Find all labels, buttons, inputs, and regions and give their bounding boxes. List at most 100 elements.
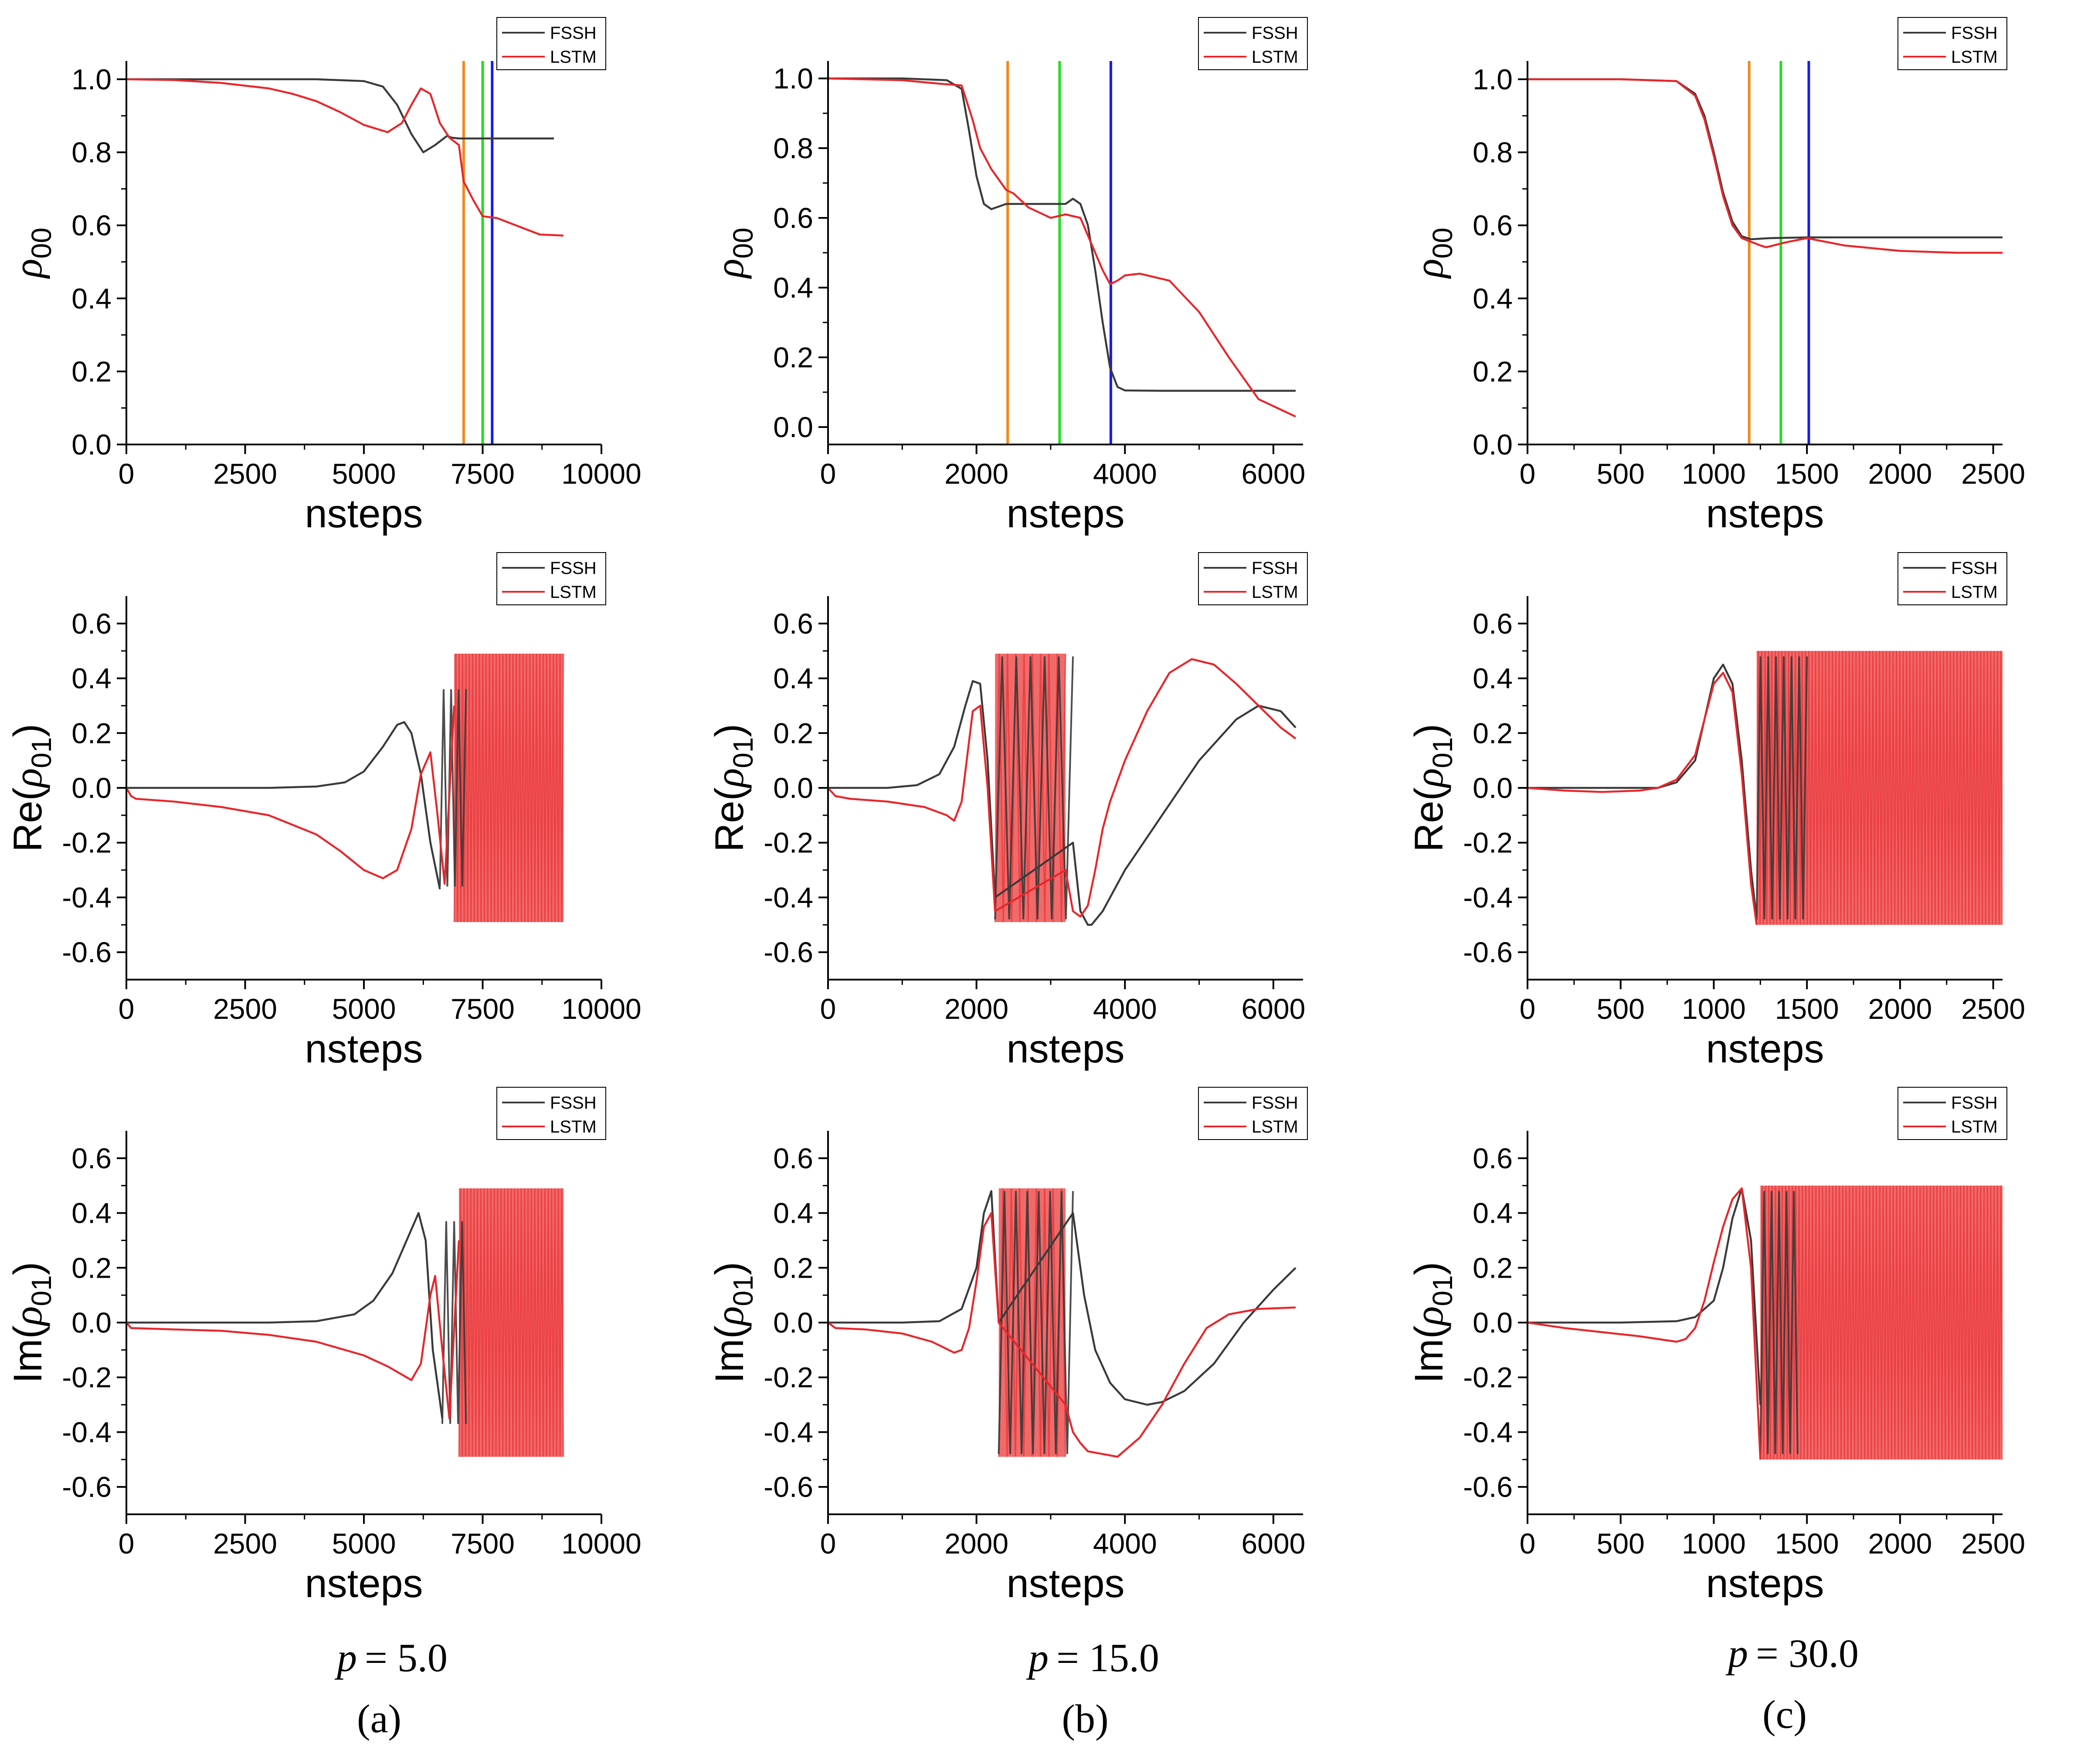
y-label-sub: 00 bbox=[1427, 227, 1458, 258]
lstm-oscillation bbox=[1759, 1185, 2003, 1460]
y-tick-label: 0.6 bbox=[1473, 607, 1513, 640]
x-tick-label: 1500 bbox=[1775, 1527, 1839, 1560]
x-tick-label: 6000 bbox=[1241, 993, 1305, 1025]
caption-c-label: (c) bbox=[1762, 1692, 1807, 1737]
legend: FSSH LSTM bbox=[496, 17, 606, 70]
x-tick-label: 2000 bbox=[1868, 458, 1932, 490]
caption-b-label: (b) bbox=[1062, 1696, 1108, 1741]
legend-box bbox=[1198, 17, 1308, 70]
legend-label-lstm: LSTM bbox=[1252, 1117, 1298, 1136]
fssh-line bbox=[828, 77, 1296, 392]
x-tick-label: 0 bbox=[1520, 1527, 1536, 1560]
lstm-line bbox=[126, 1240, 460, 1420]
x-tick-label: 2000 bbox=[1868, 1527, 1932, 1560]
caption-a-param: p = 5.0 bbox=[334, 1635, 448, 1680]
x-tick-label: 0 bbox=[119, 993, 135, 1025]
x-tick-label: 2500 bbox=[213, 1527, 277, 1560]
lstm-oscillation bbox=[453, 653, 564, 923]
x-tick-label: 7500 bbox=[451, 993, 515, 1025]
fssh-oscillation bbox=[441, 1221, 467, 1424]
lstm-line bbox=[828, 1212, 1296, 1458]
x-tick-label: 500 bbox=[1597, 993, 1645, 1025]
y-label-rho: ρ bbox=[1407, 1306, 1451, 1326]
y-tick-label: -0.2 bbox=[62, 1361, 112, 1394]
x-tick-label: 1500 bbox=[1775, 458, 1839, 490]
y-label-sub: 00 bbox=[26, 227, 57, 258]
x-tick-label: 4000 bbox=[1093, 1527, 1157, 1560]
y-tick-label: 0.4 bbox=[1473, 662, 1513, 695]
y-tick-label: 1.0 bbox=[1473, 63, 1513, 95]
lstm-line bbox=[126, 706, 455, 885]
legend: FSSH LSTM bbox=[1898, 1087, 2007, 1140]
legend-box bbox=[496, 17, 606, 70]
legend: FSSH LSTM bbox=[1198, 17, 1308, 70]
y-tick-label: 0.8 bbox=[773, 132, 813, 164]
panel-0: 0 2500 5000 7500 10000 0.0 0.2 0.4 0.6 0.8 1.0 nste… bbox=[6, 17, 642, 536]
plot-area bbox=[828, 1188, 1297, 1458]
y-tick-label: -0.2 bbox=[62, 827, 112, 859]
y-tick-label: 0.6 bbox=[773, 1142, 813, 1174]
y-tick-label: 0.6 bbox=[71, 607, 112, 640]
y-label-prefix: Im( bbox=[6, 1325, 50, 1383]
x-axis-label: nsteps bbox=[305, 1561, 423, 1606]
y-label-rho: ρ bbox=[707, 1306, 752, 1326]
legend: FSSH LSTM bbox=[1198, 552, 1308, 605]
y-tick-label: 0.0 bbox=[773, 411, 813, 443]
panel-1: 0 2000 4000 6000 0.0 0.2 0.4 0.6 0.8 1.0 nsteps ρ00… bbox=[707, 17, 1308, 536]
y-tick-label: -0.6 bbox=[1463, 1471, 1513, 1503]
y-label-prefix: Re( bbox=[707, 787, 752, 852]
x-tick-label: 2500 bbox=[1961, 1527, 2025, 1560]
panel-8: 0 500 1000 1500 2000 2500 -0.6 -0.4 -0.2 0.0 0.2 0.… bbox=[1407, 1087, 2025, 1606]
y-axis-label: ρ00 bbox=[1407, 227, 1458, 279]
x-tick-label: 0 bbox=[820, 1527, 836, 1560]
x-axis-label: nsteps bbox=[1706, 1561, 1824, 1606]
y-axis-label: Im(ρ01) bbox=[1407, 1262, 1458, 1384]
x-axis-label: nsteps bbox=[1006, 1561, 1124, 1606]
y-tick-label: -0.4 bbox=[1463, 1416, 1513, 1448]
y-axis-label: Im(ρ01) bbox=[6, 1262, 57, 1384]
x-tick-label: 10000 bbox=[561, 458, 642, 490]
lstm-line bbox=[828, 77, 1296, 418]
y-tick-label: -0.4 bbox=[62, 1416, 112, 1448]
y-tick-label: -0.2 bbox=[1463, 827, 1513, 859]
x-tick-label: 0 bbox=[820, 458, 836, 490]
legend-box bbox=[1898, 1087, 2007, 1140]
fssh-oscillation bbox=[1755, 656, 1808, 919]
y-label-sub: 01 bbox=[727, 1275, 759, 1306]
x-axis-label: nsteps bbox=[1706, 492, 1824, 536]
y-tick-label: -0.4 bbox=[764, 1416, 813, 1448]
x-tick-label: 2000 bbox=[944, 993, 1008, 1025]
x-tick-label: 4000 bbox=[1093, 993, 1157, 1025]
lstm-oscillation bbox=[1756, 651, 2003, 925]
panel-6: 0 2500 5000 7500 10000 -0.6 -0.4 -0.2 0.0 0.2 0.4 0… bbox=[6, 1087, 642, 1606]
lstm-line bbox=[1528, 78, 2003, 254]
y-tick-label: -0.4 bbox=[1463, 881, 1513, 913]
legend: FSSH LSTM bbox=[1898, 552, 2007, 605]
y-axis-label: ρ00 bbox=[707, 227, 759, 279]
y-axis-label: Re(ρ01) bbox=[1407, 724, 1458, 852]
y-tick-label: 0.2 bbox=[1473, 1252, 1513, 1284]
y-label-sub: 01 bbox=[1427, 737, 1458, 768]
legend-label-lstm: LSTM bbox=[550, 47, 597, 67]
y-tick-label: 1.0 bbox=[71, 63, 112, 95]
y-label-prefix: Re( bbox=[1407, 787, 1451, 852]
y-label-rho: ρ bbox=[707, 259, 752, 279]
y-tick-label: 0.6 bbox=[1473, 1142, 1513, 1174]
fssh-line bbox=[1528, 663, 1758, 919]
y-label-suffix: ) bbox=[707, 724, 752, 737]
x-tick-label: 500 bbox=[1597, 458, 1645, 490]
y-label-rho: ρ bbox=[6, 768, 50, 789]
plot-area bbox=[126, 653, 564, 923]
x-axis-label: nsteps bbox=[305, 1027, 423, 1071]
legend-label-lstm: LSTM bbox=[550, 583, 597, 602]
y-tick-label: -0.6 bbox=[764, 936, 813, 968]
plot-area bbox=[1528, 61, 2003, 444]
y-tick-label: -0.4 bbox=[764, 881, 813, 913]
legend-label-fssh: FSSH bbox=[550, 559, 597, 578]
x-tick-label: 1000 bbox=[1682, 993, 1746, 1025]
legend-label-fssh: FSSH bbox=[1252, 1093, 1298, 1113]
x-axis-label: nsteps bbox=[1006, 1027, 1124, 1071]
y-label-suffix: ) bbox=[6, 724, 50, 737]
lstm-line bbox=[1528, 1187, 1762, 1460]
x-tick-label: 2500 bbox=[213, 458, 277, 490]
